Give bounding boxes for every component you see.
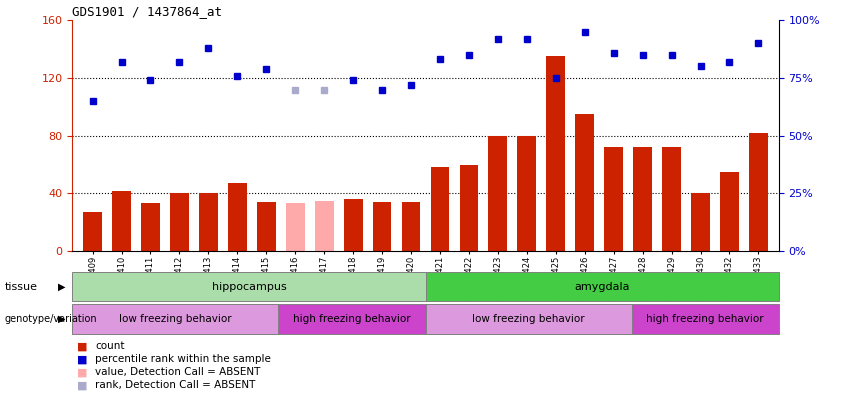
Bar [426, 305, 631, 334]
Bar [662, 147, 681, 251]
Text: value, Detection Call = ABSENT: value, Detection Call = ABSENT [95, 367, 260, 377]
Bar [257, 202, 276, 251]
Bar [286, 203, 305, 251]
Bar [199, 194, 218, 251]
Text: rank, Detection Call = ABSENT: rank, Detection Call = ABSENT [95, 380, 255, 390]
Text: percentile rank within the sample: percentile rank within the sample [95, 354, 271, 364]
Text: high freezing behavior: high freezing behavior [293, 314, 411, 324]
Bar [575, 114, 594, 251]
Bar [228, 183, 247, 251]
Text: genotype/variation: genotype/variation [4, 314, 97, 324]
Text: ■: ■ [77, 367, 87, 377]
Text: amygdala: amygdala [574, 281, 630, 292]
Bar [141, 203, 160, 251]
Text: ■: ■ [77, 341, 87, 351]
Bar [112, 190, 131, 251]
Text: ■: ■ [77, 380, 87, 390]
Bar [749, 133, 768, 251]
Text: low freezing behavior: low freezing behavior [119, 314, 231, 324]
Text: ■: ■ [77, 354, 87, 364]
Text: high freezing behavior: high freezing behavior [646, 314, 764, 324]
Text: low freezing behavior: low freezing behavior [472, 314, 585, 324]
Bar [488, 136, 507, 251]
Bar [633, 147, 652, 251]
Bar [278, 305, 426, 334]
Bar [546, 56, 565, 251]
Bar [72, 305, 278, 334]
Bar [72, 272, 426, 301]
Text: hippocampus: hippocampus [212, 281, 286, 292]
Text: ▶: ▶ [58, 314, 66, 324]
Bar [431, 167, 449, 251]
Bar [315, 200, 334, 251]
Bar [170, 194, 189, 251]
Bar [344, 199, 363, 251]
Bar [426, 272, 779, 301]
Bar [460, 164, 478, 251]
Bar [720, 172, 739, 251]
Text: GDS1901 / 1437864_at: GDS1901 / 1437864_at [72, 5, 222, 18]
Bar [631, 305, 779, 334]
Bar [373, 202, 391, 251]
Bar [83, 212, 102, 251]
Bar [402, 202, 420, 251]
Text: tissue: tissue [4, 281, 37, 292]
Text: ▶: ▶ [58, 281, 66, 292]
Text: count: count [95, 341, 125, 351]
Bar [691, 194, 710, 251]
Bar [517, 136, 536, 251]
Bar [604, 147, 623, 251]
